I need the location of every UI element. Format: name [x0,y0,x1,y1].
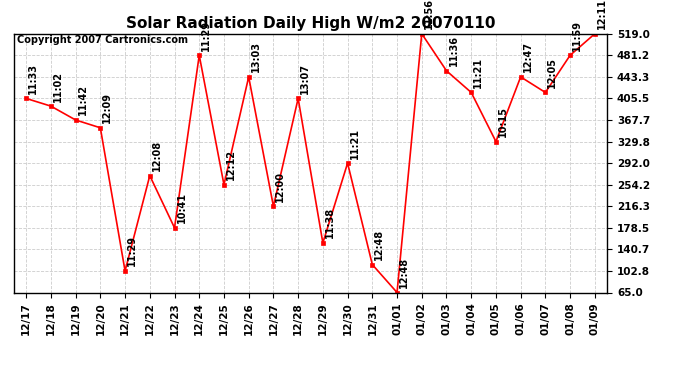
Text: 13:07: 13:07 [300,63,310,94]
Text: 11:02: 11:02 [53,70,63,102]
Text: 12:11: 12:11 [597,0,607,29]
Text: 12:08: 12:08 [152,140,161,171]
Text: 12:00: 12:00 [275,171,286,202]
Text: 11:33: 11:33 [28,63,38,94]
Text: 11:29: 11:29 [127,236,137,266]
Text: 12:48: 12:48 [374,229,384,260]
Text: 11:29: 11:29 [201,20,211,51]
Text: Copyright 2007 Cartronics.com: Copyright 2007 Cartronics.com [17,35,188,45]
Text: 11:59: 11:59 [572,20,582,51]
Text: 12:05: 12:05 [547,57,558,88]
Text: 11:21: 11:21 [350,128,359,159]
Text: 11:56: 11:56 [424,0,434,29]
Text: 11:36: 11:36 [448,35,458,66]
Text: 12:48: 12:48 [399,257,409,288]
Title: Solar Radiation Daily High W/m2 20070110: Solar Radiation Daily High W/m2 20070110 [126,16,495,31]
Text: 11:42: 11:42 [77,84,88,116]
Text: 12:47: 12:47 [522,41,533,72]
Text: 11:21: 11:21 [473,57,483,88]
Text: 13:03: 13:03 [250,41,261,72]
Text: 10:41: 10:41 [177,192,186,223]
Text: 10:15: 10:15 [498,106,508,137]
Text: 11:38: 11:38 [325,207,335,238]
Text: 12:09: 12:09 [102,92,112,123]
Text: 12:12: 12:12 [226,149,236,180]
